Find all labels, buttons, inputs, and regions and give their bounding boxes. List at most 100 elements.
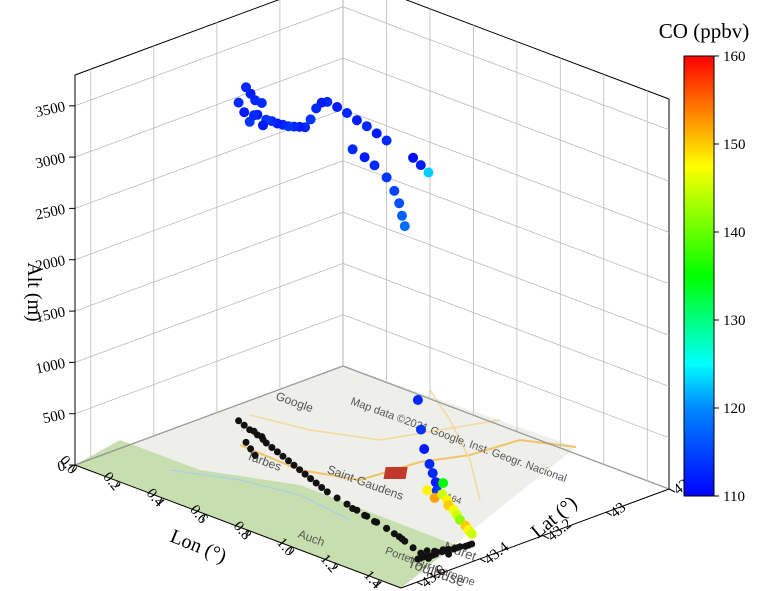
data-point [430,477,441,488]
shadow-point [409,544,417,552]
data-point [389,185,400,196]
colorbar-gradient [683,55,715,497]
grid-line [342,263,670,387]
colorbar-tick-label: 150 [723,137,746,153]
data-point [256,98,267,108]
shadow-point [349,505,357,512]
grid-line [74,314,344,415]
z-tick-label: 1500 [34,304,67,326]
shadow-point [301,470,309,478]
data-point [412,395,423,405]
data-points [233,82,477,539]
shadow-point [247,445,255,453]
shadow-point [307,475,315,483]
data-point [369,160,380,171]
data-point [241,82,251,93]
colorbar-tick-label: 160 [723,49,746,65]
shadow-point [468,540,476,548]
data-point [408,152,419,163]
data-point [416,424,426,435]
shadow-point [279,452,287,460]
grid-line [342,211,670,336]
colorbar-tick-label: 140 [723,225,746,241]
shadow-point [235,417,243,425]
shadow-point [361,511,369,519]
grid-line [342,109,670,233]
basemap-terrain [75,440,455,588]
grid-line [342,57,670,182]
shadow-point [431,547,439,555]
data-point [239,107,250,118]
y-tick-label: 43.4 [481,539,512,568]
shadow-point [333,494,341,502]
data-point [399,221,410,232]
grid-line [74,6,344,107]
shadow-point [420,553,428,561]
z-tick-label: 1000 [34,356,67,378]
data-point [397,210,407,221]
data-point [423,167,434,178]
shadow-point [445,550,453,558]
shadow-point [439,546,447,554]
grid-line [74,365,344,466]
grid-line [342,160,670,285]
x-axis-line [74,464,402,589]
z-tick-label: 3000 [34,150,67,172]
data-point [427,468,438,479]
shadow-point [262,439,270,447]
data-point [438,478,449,488]
shadow-point [323,488,331,496]
x-tick [201,513,206,521]
y-tick-label: 43 [608,500,630,522]
y-tick [416,581,424,586]
data-point [381,135,392,146]
colorbar-tick-label: 110 [723,489,745,505]
basemap-river [169,469,351,521]
colorbar-title: CO (ppbv) [659,19,749,43]
y-tick [668,488,676,493]
data-point [342,108,352,118]
shadow-point [268,444,276,451]
shadow-point [273,448,281,456]
x-tick [332,563,337,570]
shadow-point [371,518,378,525]
shadow-point [242,438,250,446]
colorbar: CO (ppbv) 110 120 130 140 150 160 [659,19,749,505]
data-point [466,528,477,539]
x-axis-title: Lon (°) [167,525,230,567]
basemap-road [429,389,481,501]
y-tick [479,558,487,563]
x-tick [71,464,76,472]
x-tick [115,481,119,488]
colorbar-tick-label: 120 [723,401,746,417]
shadow-point [312,479,320,487]
data-point [332,102,343,112]
z-tick-label: 0 [56,458,67,475]
shadow-point [401,537,409,545]
data-point [429,492,440,503]
data-point [359,152,370,163]
data-point [311,103,322,114]
shadow-point [456,543,464,551]
colorbar-tick-label: 130 [723,313,746,329]
z-tick-label: 3500 [34,99,67,121]
shadow-point [343,500,351,508]
shadow-point [290,461,298,469]
data-point [361,121,372,132]
basemap-road [249,414,501,441]
data-point [419,444,430,454]
data-point [394,198,405,209]
grid-line [342,6,670,131]
grid-line [74,263,344,363]
z-tick-label: 2000 [34,253,67,275]
data-point [424,459,435,469]
data-point [371,128,382,139]
data-point [305,114,316,125]
y-tick [605,511,613,516]
x-tick [158,497,163,505]
track-shadow [235,417,476,563]
z-tick-label: 500 [41,407,66,427]
grid-line [74,160,344,261]
